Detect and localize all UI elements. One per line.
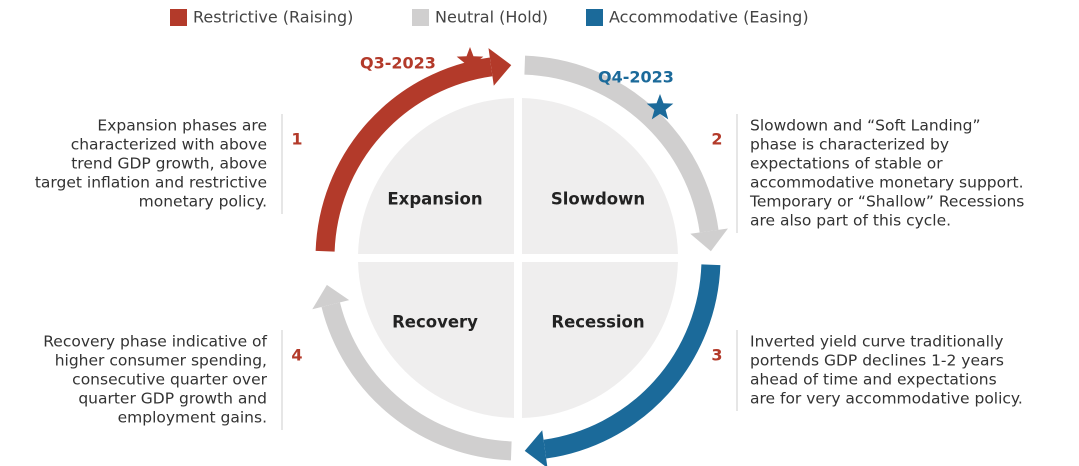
marker-label: Q3-2023 — [360, 54, 436, 73]
arrow-head — [524, 430, 548, 466]
description-line: Slowdown and “Soft Landing” — [750, 117, 980, 135]
description-line: Inverted yield curve traditionally — [750, 333, 1003, 351]
description-line: Temporary or “Shallow” Recessions — [749, 193, 1024, 211]
quadrant — [522, 98, 678, 254]
quadrant — [522, 262, 678, 418]
phase-number: 1 — [291, 130, 302, 149]
description-line: ahead of time and expectations — [750, 371, 997, 389]
description-line: accommodative monetary support. — [750, 174, 1024, 192]
description-line: phase is characterized by — [750, 136, 949, 154]
cycle-arc — [524, 55, 719, 233]
diagram-body: Expansion Slowdown Recession Recovery 1 Expan… — [35, 47, 1024, 466]
quadrant-label: Slowdown — [551, 190, 645, 209]
description-line: portends GDP declines 1-2 years — [750, 352, 1004, 370]
cycle-arc — [543, 264, 721, 459]
description-line: characterized with above — [71, 136, 267, 154]
description-line: are for very accommodative policy. — [750, 390, 1023, 408]
legend-swatch — [170, 9, 187, 26]
star — [646, 94, 674, 120]
quadrant — [358, 262, 514, 418]
quadrant-label: Expansion — [387, 190, 482, 209]
description-line: quarter GDP growth and — [78, 390, 267, 408]
arrow-head — [488, 48, 512, 86]
description-line: target inflation and restrictive — [35, 174, 267, 192]
phase-number: 2 — [711, 130, 722, 149]
description-line: higher consumer spending, — [55, 352, 267, 370]
arrow-head — [312, 284, 350, 310]
phase-number: 4 — [291, 346, 302, 365]
star — [456, 47, 484, 73]
description-line: employment gains. — [118, 409, 267, 427]
quadrant-label: Recession — [551, 313, 644, 332]
cycle-arc — [315, 57, 493, 252]
arrow-head — [690, 228, 728, 252]
legend-label: Restrictive (Raising) — [193, 8, 353, 27]
legend-swatch — [586, 9, 603, 26]
quadrant-label: Recovery — [392, 313, 478, 332]
description-line: Recovery phase indicative of — [43, 333, 267, 351]
description-line: consecutive quarter over — [72, 371, 267, 389]
legend-label: Neutral (Hold) — [435, 8, 548, 27]
description-line: Expansion phases are — [97, 117, 267, 135]
legend-label: Accommodative (Easing) — [609, 8, 809, 27]
description-line: expectations of stable or — [750, 155, 943, 173]
legend-swatch — [412, 9, 429, 26]
description-line: are also part of this cycle. — [750, 212, 951, 230]
cycle-arc — [321, 302, 512, 461]
description-line: trend GDP growth, above — [71, 155, 267, 173]
description-line: monetary policy. — [139, 193, 267, 211]
marker-label: Q4-2023 — [598, 68, 674, 87]
quadrant — [358, 98, 514, 254]
phase-number: 3 — [711, 346, 722, 365]
